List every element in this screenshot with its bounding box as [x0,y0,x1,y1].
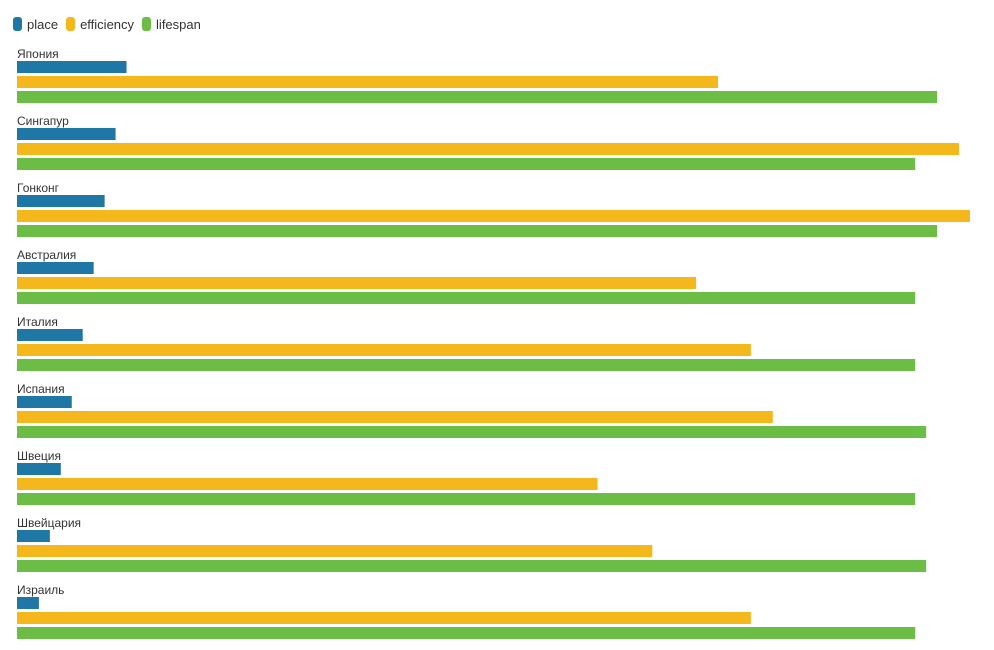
legend-swatch-place [13,17,22,31]
bar-efficiency[interactable] [17,612,751,624]
legend-label-lifespan: lifespan [156,16,201,32]
legend-item-place[interactable]: place [13,17,58,32]
bar-group: Испания [17,382,927,438]
category-label: Сингапур [17,114,69,128]
bar-lifespan[interactable] [17,426,927,438]
category-label: Швеция [17,449,61,463]
category-label: Япония [17,47,59,61]
bar-lifespan[interactable] [17,359,916,371]
bar-place[interactable] [17,262,94,274]
bar-efficiency[interactable] [17,478,598,490]
bar-place[interactable] [17,463,61,475]
category-label: Испания [17,382,65,396]
legend-swatch-efficiency [66,17,76,31]
legend-item-efficiency[interactable]: efficiency [66,17,134,32]
legend-swatch-lifespan [142,17,152,31]
bar-place[interactable] [17,530,50,542]
category-label: Италия [17,315,58,329]
bar-group: Сингапур [17,114,960,170]
bar-place[interactable] [17,396,72,408]
bar-efficiency[interactable] [17,210,970,222]
category-label: Австралия [17,248,76,262]
bar-place[interactable] [17,61,127,73]
bar-group: Швейцария [17,516,927,572]
bar-group: Гонконг [17,181,970,237]
legend-label-efficiency: efficiency [80,16,135,32]
category-label: Швейцария [17,516,81,530]
bar-lifespan[interactable] [17,91,938,103]
bar-efficiency[interactable] [17,344,751,356]
bar-lifespan[interactable] [17,158,916,170]
bar-group: Швеция [17,449,916,505]
bar-place[interactable] [17,195,105,207]
legend: place efficiency lifespan [13,15,201,33]
bar-efficiency[interactable] [17,76,719,88]
legend-label-place: place [27,16,59,32]
bar-efficiency[interactable] [17,545,653,557]
bar-efficiency[interactable] [17,277,697,289]
legend-item-lifespan[interactable]: lifespan [142,17,201,32]
bar-lifespan[interactable] [17,560,927,572]
category-label: Израиль [17,583,64,597]
bar-group: Япония [17,47,938,103]
bar-lifespan[interactable] [17,627,916,639]
category-label: Гонконг [17,181,60,195]
bar-efficiency[interactable] [17,143,960,155]
bar-place[interactable] [17,128,116,140]
bar-place[interactable] [17,597,39,609]
bar-lifespan[interactable] [17,225,938,237]
bar-place[interactable] [17,329,83,341]
bar-lifespan[interactable] [17,292,916,304]
bar-group: Италия [17,315,916,371]
bar-lifespan[interactable] [17,493,916,505]
bar-group: Израиль [17,583,916,639]
bar-group: Австралия [17,248,916,304]
bar-efficiency[interactable] [17,411,773,423]
